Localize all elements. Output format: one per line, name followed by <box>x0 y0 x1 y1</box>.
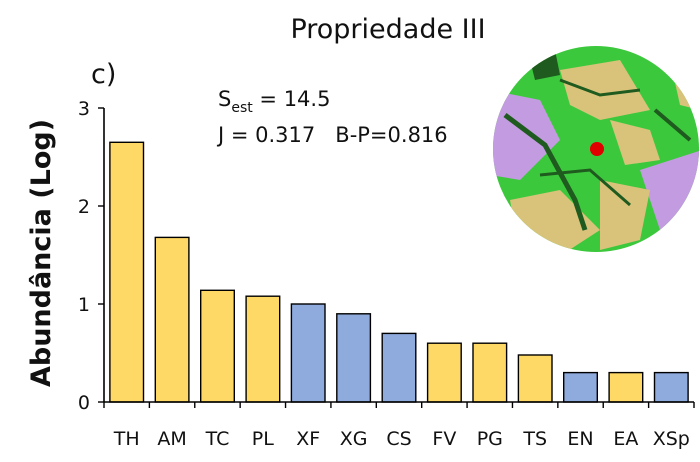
chart-title: Propriedade III <box>290 14 485 45</box>
evenness-dominance: J = 0.317 B-P=0.816 <box>216 123 448 147</box>
y-tick-label: 3 <box>78 98 90 120</box>
y-tick-label: 0 <box>78 392 90 414</box>
panel-label: c) <box>91 59 116 90</box>
bar-ts <box>517 354 553 403</box>
y-tick-labels: 0 1 2 3 <box>78 98 90 414</box>
x-tick-label: AM <box>157 428 186 450</box>
y-axis-label: Abundância (Log) <box>26 119 57 387</box>
statistics-annotation: Sest = 14.5 J = 0.317 B-P=0.816 <box>216 87 448 147</box>
x-tick-label: EA <box>613 428 638 450</box>
axes-group <box>98 107 695 408</box>
x-tick-labels: TH AM TC PL XF XG CS FV PG TS EN EA XSp <box>113 428 690 450</box>
x-tick-label: TH <box>113 428 140 450</box>
x-tick-label: TS <box>522 428 547 450</box>
bar-pg <box>472 342 508 403</box>
x-tick-label: TC <box>205 428 230 450</box>
bar-th <box>109 141 145 403</box>
x-tick-label: PL <box>252 428 274 450</box>
property-location-marker <box>590 142 604 156</box>
bars-group <box>109 141 689 403</box>
land-use-map-inset <box>493 46 699 252</box>
x-tick-label: CS <box>386 428 411 450</box>
bar-xf <box>290 303 326 403</box>
bar-pl <box>245 295 281 403</box>
x-tick-label: XG <box>340 428 368 450</box>
bar-fv <box>426 342 462 403</box>
x-tick-label: XF <box>296 428 320 450</box>
x-tick-label: XSp <box>653 428 690 450</box>
y-tick-label: 2 <box>78 196 90 218</box>
bar-xsp <box>653 371 689 403</box>
bar-en <box>563 371 599 403</box>
bar-am <box>154 236 190 403</box>
bar-ea <box>608 371 644 403</box>
bar-cs <box>381 332 417 403</box>
x-tick-label: EN <box>567 428 593 450</box>
x-tick-label: PG <box>477 428 503 450</box>
richness-estimate: Sest = 14.5 <box>218 87 330 116</box>
bar-xg <box>336 313 372 403</box>
y-tick-label: 1 <box>78 294 90 316</box>
x-tick-label: FV <box>432 428 456 450</box>
bar-tc <box>199 289 235 403</box>
